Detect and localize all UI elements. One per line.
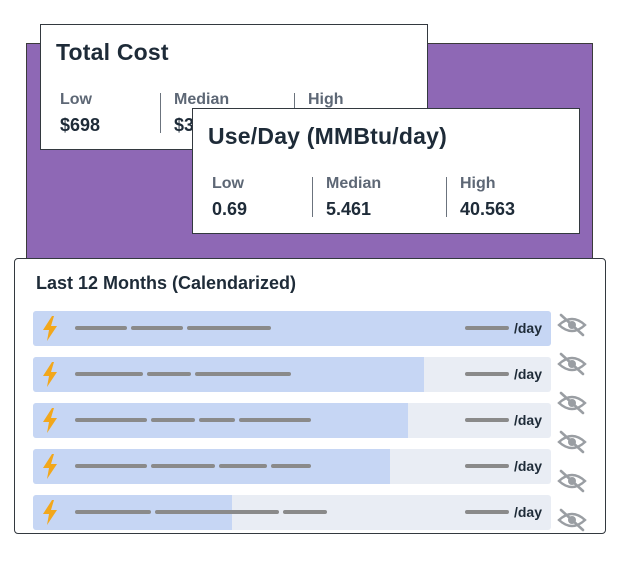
eye-slash-icon[interactable] bbox=[557, 351, 587, 377]
use-high: High 40.563 bbox=[460, 175, 515, 219]
redacted-text-bar bbox=[75, 372, 143, 376]
redacted-text-bar bbox=[195, 372, 291, 376]
usage-row[interactable]: /day bbox=[33, 311, 551, 346]
total-cost-high: High bbox=[308, 91, 344, 135]
eye-slash-icon[interactable] bbox=[557, 468, 587, 494]
use-per-day-title: Use/Day (MMBtu/day) bbox=[208, 123, 447, 149]
total-cost-high-label: High bbox=[308, 91, 344, 108]
lightning-bolt-icon bbox=[43, 316, 57, 341]
lightning-bolt-icon bbox=[43, 500, 57, 525]
use-low: Low 0.69 bbox=[212, 175, 247, 219]
eye-slash-icon[interactable] bbox=[557, 507, 587, 533]
redacted-value-bar bbox=[465, 418, 509, 422]
redacted-text-bar bbox=[155, 510, 279, 514]
redacted-value-bar bbox=[465, 372, 509, 376]
use-median-label: Median bbox=[326, 175, 382, 192]
redacted-text-bar bbox=[75, 326, 127, 330]
eye-slash-icon[interactable] bbox=[557, 390, 587, 416]
total-cost-median-label: Median bbox=[174, 91, 230, 108]
redacted-text-bar bbox=[147, 372, 191, 376]
redacted-value-bar bbox=[465, 510, 509, 514]
redacted-text-bar bbox=[219, 464, 267, 468]
usage-unit: /day bbox=[513, 504, 542, 520]
use-low-label: Low bbox=[212, 175, 244, 192]
redacted-text-bar bbox=[283, 510, 327, 514]
use-median-value: 5.461 bbox=[326, 199, 372, 219]
use-high-value: 40.563 bbox=[460, 199, 516, 219]
eye-slash-icon[interactable] bbox=[557, 429, 587, 455]
usage-unit: /day bbox=[513, 412, 542, 428]
usage-row[interactable]: /day bbox=[33, 449, 551, 484]
lightning-bolt-icon bbox=[43, 454, 57, 479]
redacted-text-bar bbox=[75, 464, 147, 468]
usage-row[interactable]: /day bbox=[33, 357, 551, 392]
redacted-text-bar bbox=[131, 326, 183, 330]
use-median: Median 5.461 bbox=[326, 175, 381, 219]
redacted-value-bar bbox=[465, 326, 509, 330]
use-per-day-card: Use/Day (MMBtu/day) Low 0.69 Median 5.46… bbox=[192, 108, 580, 234]
total-cost-median: Median $3 bbox=[174, 91, 229, 135]
redacted-text-bar bbox=[199, 418, 235, 422]
redacted-text-bar bbox=[187, 326, 271, 330]
stat-divider bbox=[446, 177, 447, 217]
redacted-text-bar bbox=[151, 464, 215, 468]
usage-row[interactable]: /day bbox=[33, 495, 551, 530]
use-low-value: 0.69 bbox=[212, 199, 248, 219]
use-high-label: High bbox=[460, 175, 496, 192]
total-cost-low: Low $698 bbox=[60, 91, 100, 135]
total-cost-low-value: $698 bbox=[60, 115, 101, 135]
usage-history-title: Last 12 Months (Calendarized) bbox=[36, 273, 297, 293]
total-cost-median-value: $3 bbox=[174, 115, 195, 135]
total-cost-title: Total Cost bbox=[56, 39, 169, 65]
redacted-text-bar bbox=[271, 464, 311, 468]
redacted-text-bar bbox=[151, 418, 195, 422]
redacted-value-bar bbox=[465, 464, 509, 468]
stat-divider bbox=[160, 93, 161, 133]
redacted-text-bar bbox=[75, 418, 147, 422]
usage-unit: /day bbox=[513, 320, 542, 336]
stat-divider bbox=[312, 177, 313, 217]
redacted-text-bar bbox=[75, 510, 151, 514]
usage-history-panel: Last 12 Months (Calendarized) /day /day … bbox=[14, 258, 606, 534]
usage-unit: /day bbox=[513, 458, 542, 474]
eye-slash-icon[interactable] bbox=[557, 312, 587, 338]
lightning-bolt-icon bbox=[43, 408, 57, 433]
lightning-bolt-icon bbox=[43, 362, 57, 387]
redacted-text-bar bbox=[239, 418, 311, 422]
usage-row[interactable]: /day bbox=[33, 403, 551, 438]
usage-unit: /day bbox=[513, 366, 542, 382]
total-cost-low-label: Low bbox=[60, 91, 92, 108]
